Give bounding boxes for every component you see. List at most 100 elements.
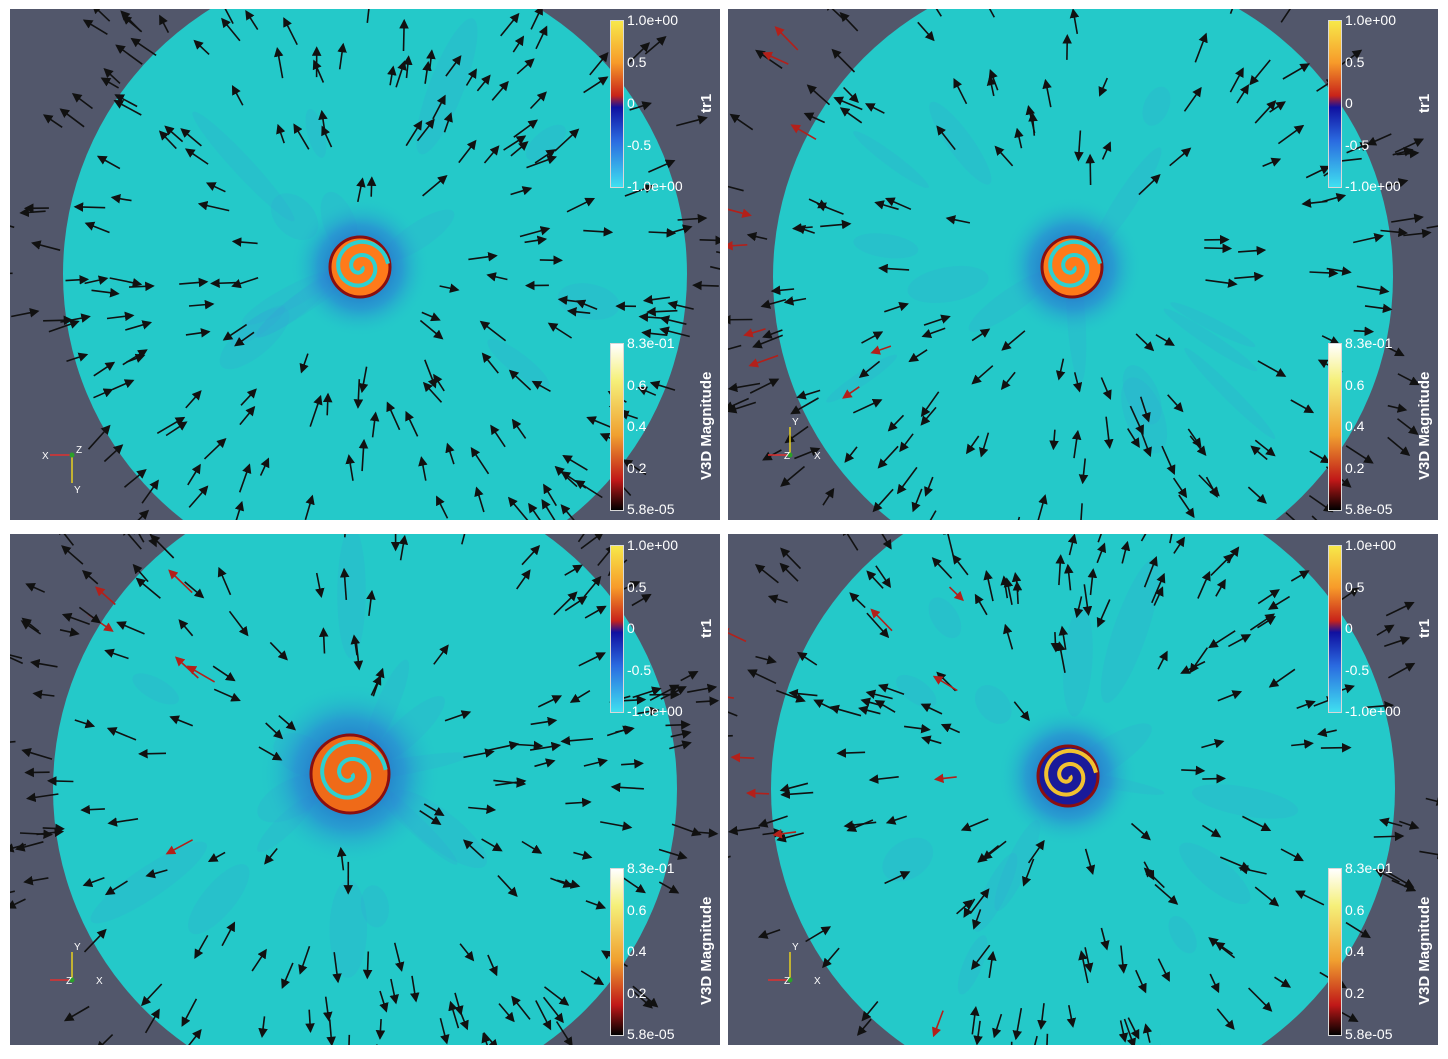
tr1-tick-label: -0.5 (1345, 136, 1370, 153)
velocity-arrow (644, 35, 667, 55)
velocity-arrow (439, 1017, 450, 1045)
tr1-tick-label: -0.5 (627, 136, 652, 153)
render-view-bottom-right[interactable]: Y Z X 1.0e+00 0.5 0 -0.5 -1.0e+00 tr1 8.3e-01 0.6 0… (728, 534, 1438, 1045)
velocity-arrow (1104, 416, 1114, 449)
velocity-arrow (366, 589, 376, 616)
tr1-colorbar[interactable] (1328, 545, 1342, 713)
axis-label: X (42, 451, 49, 462)
velocity-arrow (677, 213, 708, 224)
velocity-arrow (87, 424, 111, 450)
velocity-arrow (184, 581, 205, 599)
velocity-arrow (93, 388, 114, 399)
velocity-arrow (95, 586, 116, 606)
velocity-arrow (210, 278, 239, 289)
velocity-arrow (1392, 147, 1414, 157)
velocity-arrow (10, 656, 24, 665)
velocity-arrow (1215, 578, 1226, 597)
v3d-magnitude-colorbar[interactable] (610, 343, 624, 511)
tr1-colorbar[interactable] (610, 545, 624, 713)
v3d-magnitude-colorbar[interactable] (1328, 343, 1342, 511)
velocity-arrow (823, 9, 843, 19)
velocity-arrow (23, 875, 49, 886)
velocity-arrow (145, 869, 168, 879)
velocity-arrow (1391, 213, 1424, 224)
velocity-arrow (606, 725, 633, 737)
velocity-arrow (184, 148, 209, 165)
velocity-arrow (95, 1034, 114, 1045)
velocity-arrow (84, 221, 110, 234)
velocity-arrow (318, 109, 328, 134)
velocity-arrow (312, 59, 325, 83)
velocity-arrow (982, 840, 1007, 860)
velocity-arrow (423, 803, 445, 817)
velocity-arrow (103, 444, 124, 463)
velocity-arrow (186, 665, 216, 683)
velocity-arrow (952, 554, 969, 576)
v3d-magnitude-tick-label: 0.4 (1345, 943, 1365, 959)
velocity-arrow (749, 378, 780, 394)
flow-wisp (230, 305, 286, 347)
velocity-arrow (1396, 148, 1420, 159)
tr1-tick-label: 0 (627, 620, 635, 636)
velocity-arrow (1345, 921, 1371, 939)
velocity-arrow (610, 782, 644, 793)
velocity-arrow (265, 722, 284, 740)
tr1-colorbar[interactable] (1328, 20, 1342, 188)
velocity-arrow (560, 735, 594, 746)
velocity-arrow (1249, 59, 1271, 86)
velocity-arrow (389, 978, 399, 1005)
velocity-arrow (231, 277, 259, 289)
velocity-arrow (1394, 138, 1425, 154)
velocity-arrow (921, 735, 942, 745)
velocity-arrow (30, 658, 58, 669)
velocity-arrow (1157, 958, 1170, 982)
velocity-arrow (458, 1007, 469, 1031)
render-view-top-left[interactable]: X Z Y 1.0e+00 0.5 0 -0.5 -1.0e+00 tr1 8.3e-01 0.6 0… (10, 9, 720, 520)
velocity-arrow (534, 758, 556, 768)
velocity-arrow (929, 510, 937, 520)
v3d-magnitude-title: V3D Magnitude (698, 896, 715, 1005)
velocity-arrow (123, 468, 147, 488)
velocity-arrow (1003, 623, 1014, 650)
v3d-magnitude-colorbar[interactable] (610, 868, 624, 1036)
velocity-arrow (1296, 700, 1316, 710)
velocity-arrow (418, 456, 428, 481)
velocity-arrow (1067, 534, 1078, 556)
velocity-arrow (422, 174, 448, 197)
velocity-arrow (875, 565, 891, 589)
velocity-arrow (728, 401, 757, 414)
velocity-arrow (920, 406, 937, 426)
flow-wisp (1184, 347, 1276, 439)
velocity-arrow (842, 534, 859, 551)
velocity-arrow (138, 748, 167, 759)
velocity-arrow (1187, 428, 1202, 448)
velocity-arrow (1120, 540, 1131, 564)
velocity-arrow (779, 562, 799, 582)
velocity-arrow (528, 502, 541, 520)
velocity-arrow (156, 416, 186, 434)
velocity-arrow (81, 570, 99, 585)
velocity-arrow (1311, 515, 1318, 520)
velocity-arrow (746, 231, 768, 242)
velocity-arrow (511, 418, 527, 439)
velocity-arrow (358, 366, 369, 394)
velocity-arrow (920, 703, 943, 715)
tr1-colorbar[interactable] (610, 20, 624, 188)
velocity-arrow (1066, 1005, 1077, 1028)
velocity-arrow (498, 1003, 515, 1023)
velocity-arrow (972, 909, 982, 930)
tr1-tick-label: -1.0e+00 (1345, 178, 1401, 194)
velocity-arrow (762, 329, 783, 339)
velocity-arrow (159, 14, 170, 33)
velocity-arrow (829, 704, 862, 717)
velocity-arrow (96, 155, 121, 170)
velocity-arrow (1321, 335, 1341, 345)
v3d-magnitude-colorbar[interactable] (1328, 868, 1342, 1036)
render-view-bottom-left[interactable]: Y Z X 1.0e+00 0.5 0 -0.5 -1.0e+00 tr1 8.3e-01 0.6 0… (10, 534, 720, 1045)
velocity-arrow (1118, 945, 1128, 974)
velocity-arrow (106, 727, 137, 741)
render-view-top-right[interactable]: Y Z X 1.0e+00 0.5 0 -0.5 -1.0e+00 tr1 8.3e-01 0.6 0… (728, 9, 1438, 520)
v3d-magnitude-tick-label: 8.3e-01 (1345, 860, 1393, 876)
velocity-arrow (856, 1018, 872, 1036)
velocity-arrow (264, 847, 278, 865)
